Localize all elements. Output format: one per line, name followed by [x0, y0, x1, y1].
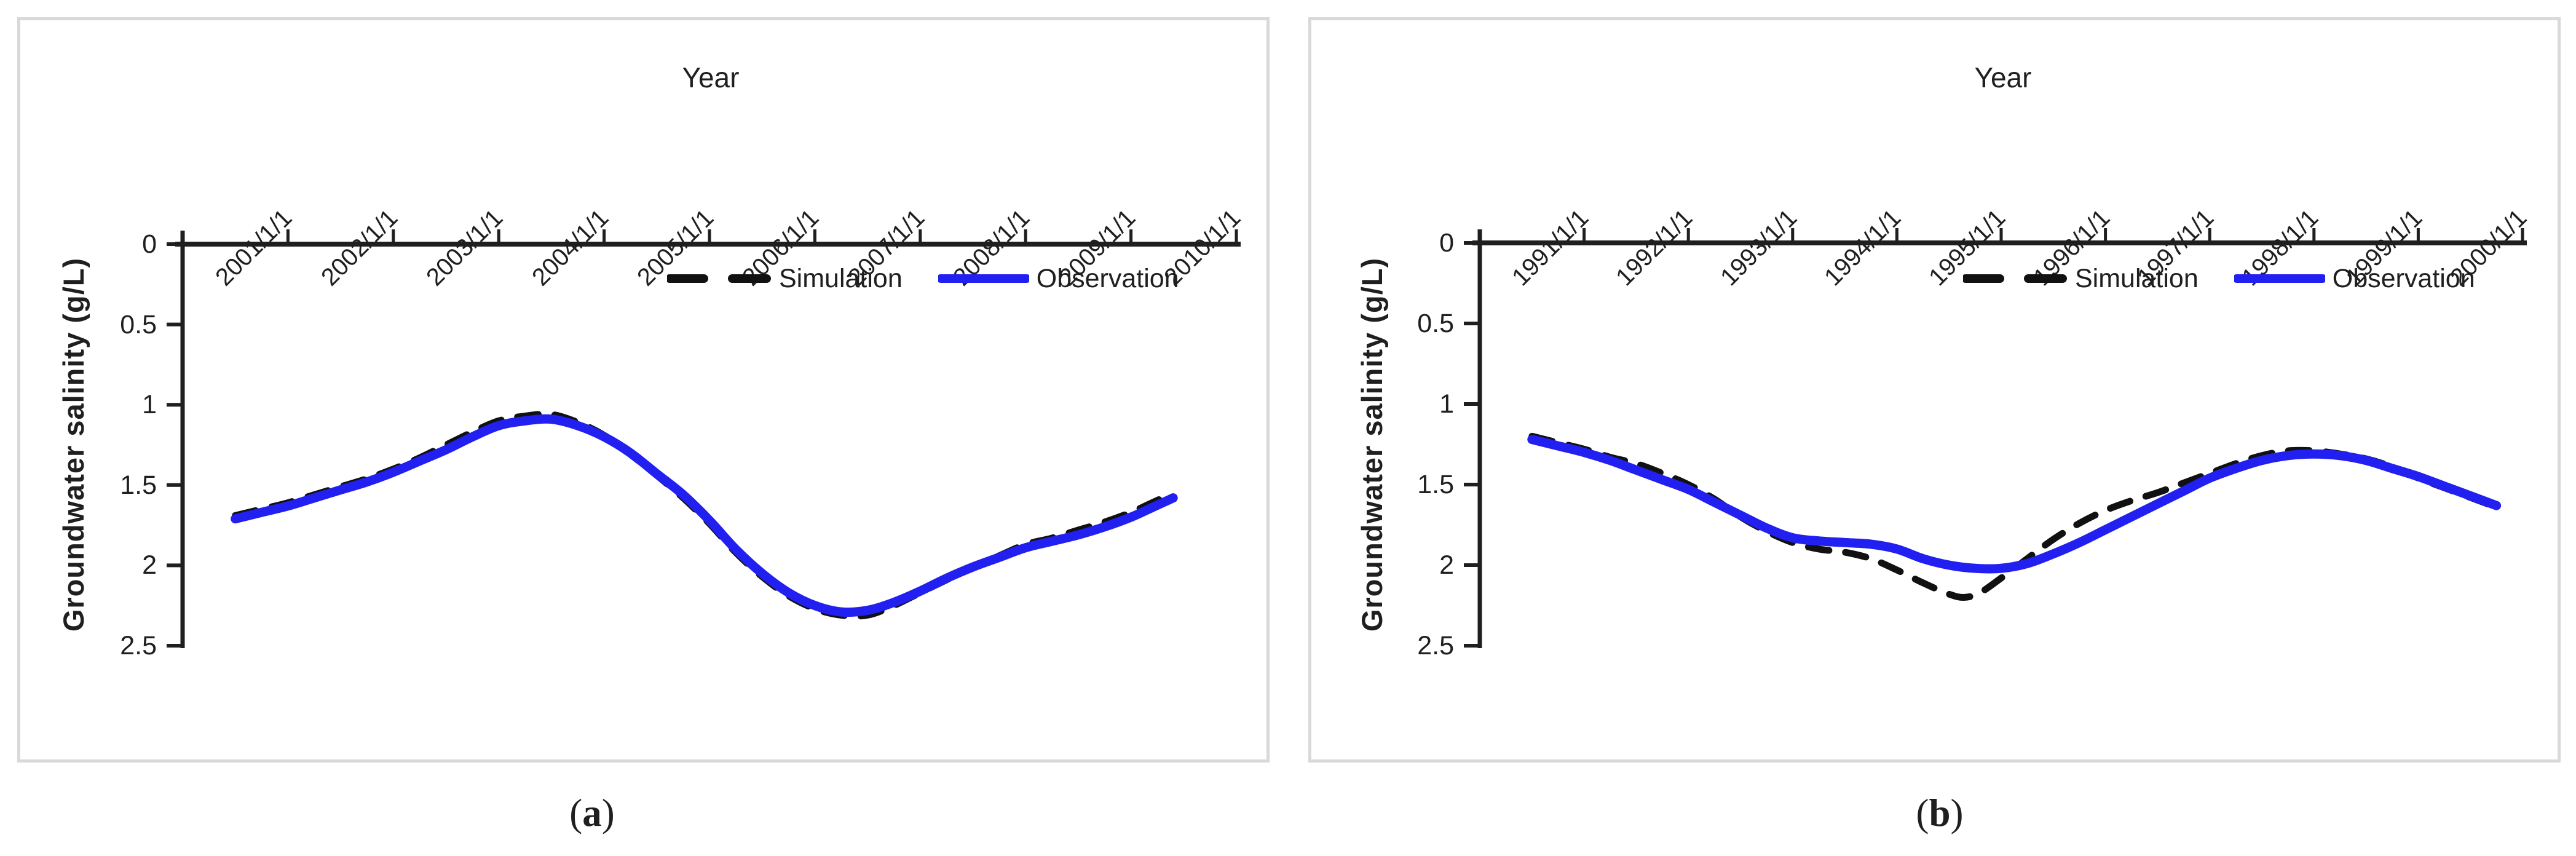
y-tick-label-a: 1.5: [120, 470, 157, 500]
y-tick-label-a: 1: [142, 390, 157, 420]
caption-text: (: [569, 791, 583, 834]
x-axis-title-b: Year: [1974, 61, 2032, 93]
chart-panel-b: [1308, 17, 2561, 763]
legend-solid-line-sample: [2234, 274, 2325, 283]
y-tick-label-b: 1: [1439, 389, 1454, 419]
y-tick-label-a: 0.5: [120, 309, 157, 339]
series-observation-b: [1527, 435, 2502, 574]
panel-caption-a: (a): [469, 787, 715, 839]
legend-a: Simulation Observation: [667, 263, 1179, 294]
legend-label-observation: Observation: [2332, 263, 2475, 293]
y-tick-label-b: 2: [1439, 550, 1454, 580]
series-observation-a: [231, 414, 1178, 617]
y-tick-label-a: 2.5: [120, 631, 157, 660]
y-tick-label-b: 2.5: [1417, 631, 1454, 660]
y-tick-label-b: 1.5: [1417, 470, 1454, 499]
chart-panel-a: [17, 17, 1270, 763]
legend-label-simulation: Simulation: [2075, 263, 2199, 293]
y-axis-title-a: Groundwater salinity (g/L): [57, 257, 90, 632]
legend-group-observation: Observation: [2234, 264, 2475, 294]
y-tick-label-b: 0.5: [1417, 309, 1454, 338]
legend-solid-line-sample: [938, 274, 1029, 283]
y-axis-title-b: Groundwater salinity (g/L): [1356, 257, 1388, 632]
y-tick-label-a: 2: [142, 550, 157, 581]
legend-b: Simulation Observation: [1963, 263, 2475, 294]
caption-text: (: [1916, 791, 1929, 834]
y-tick-label-a: 0: [142, 229, 157, 259]
legend-label-simulation: Simulation: [779, 263, 903, 293]
x-axis-title-a: Year: [682, 61, 740, 93]
y-tick-label-b: 0: [1439, 228, 1454, 258]
legend-dashed-line-sample: [667, 274, 772, 283]
panel-caption-b: (b): [1817, 787, 2063, 839]
legend-group-observation: Observation: [938, 264, 1179, 294]
legend-label-observation: Observation: [1036, 263, 1179, 293]
caption-text: a: [582, 791, 602, 834]
caption-text: ): [601, 791, 615, 834]
caption-text: ): [1950, 791, 1964, 834]
legend-dashed-line-sample: [1963, 274, 2068, 283]
caption-text: b: [1929, 791, 1951, 834]
